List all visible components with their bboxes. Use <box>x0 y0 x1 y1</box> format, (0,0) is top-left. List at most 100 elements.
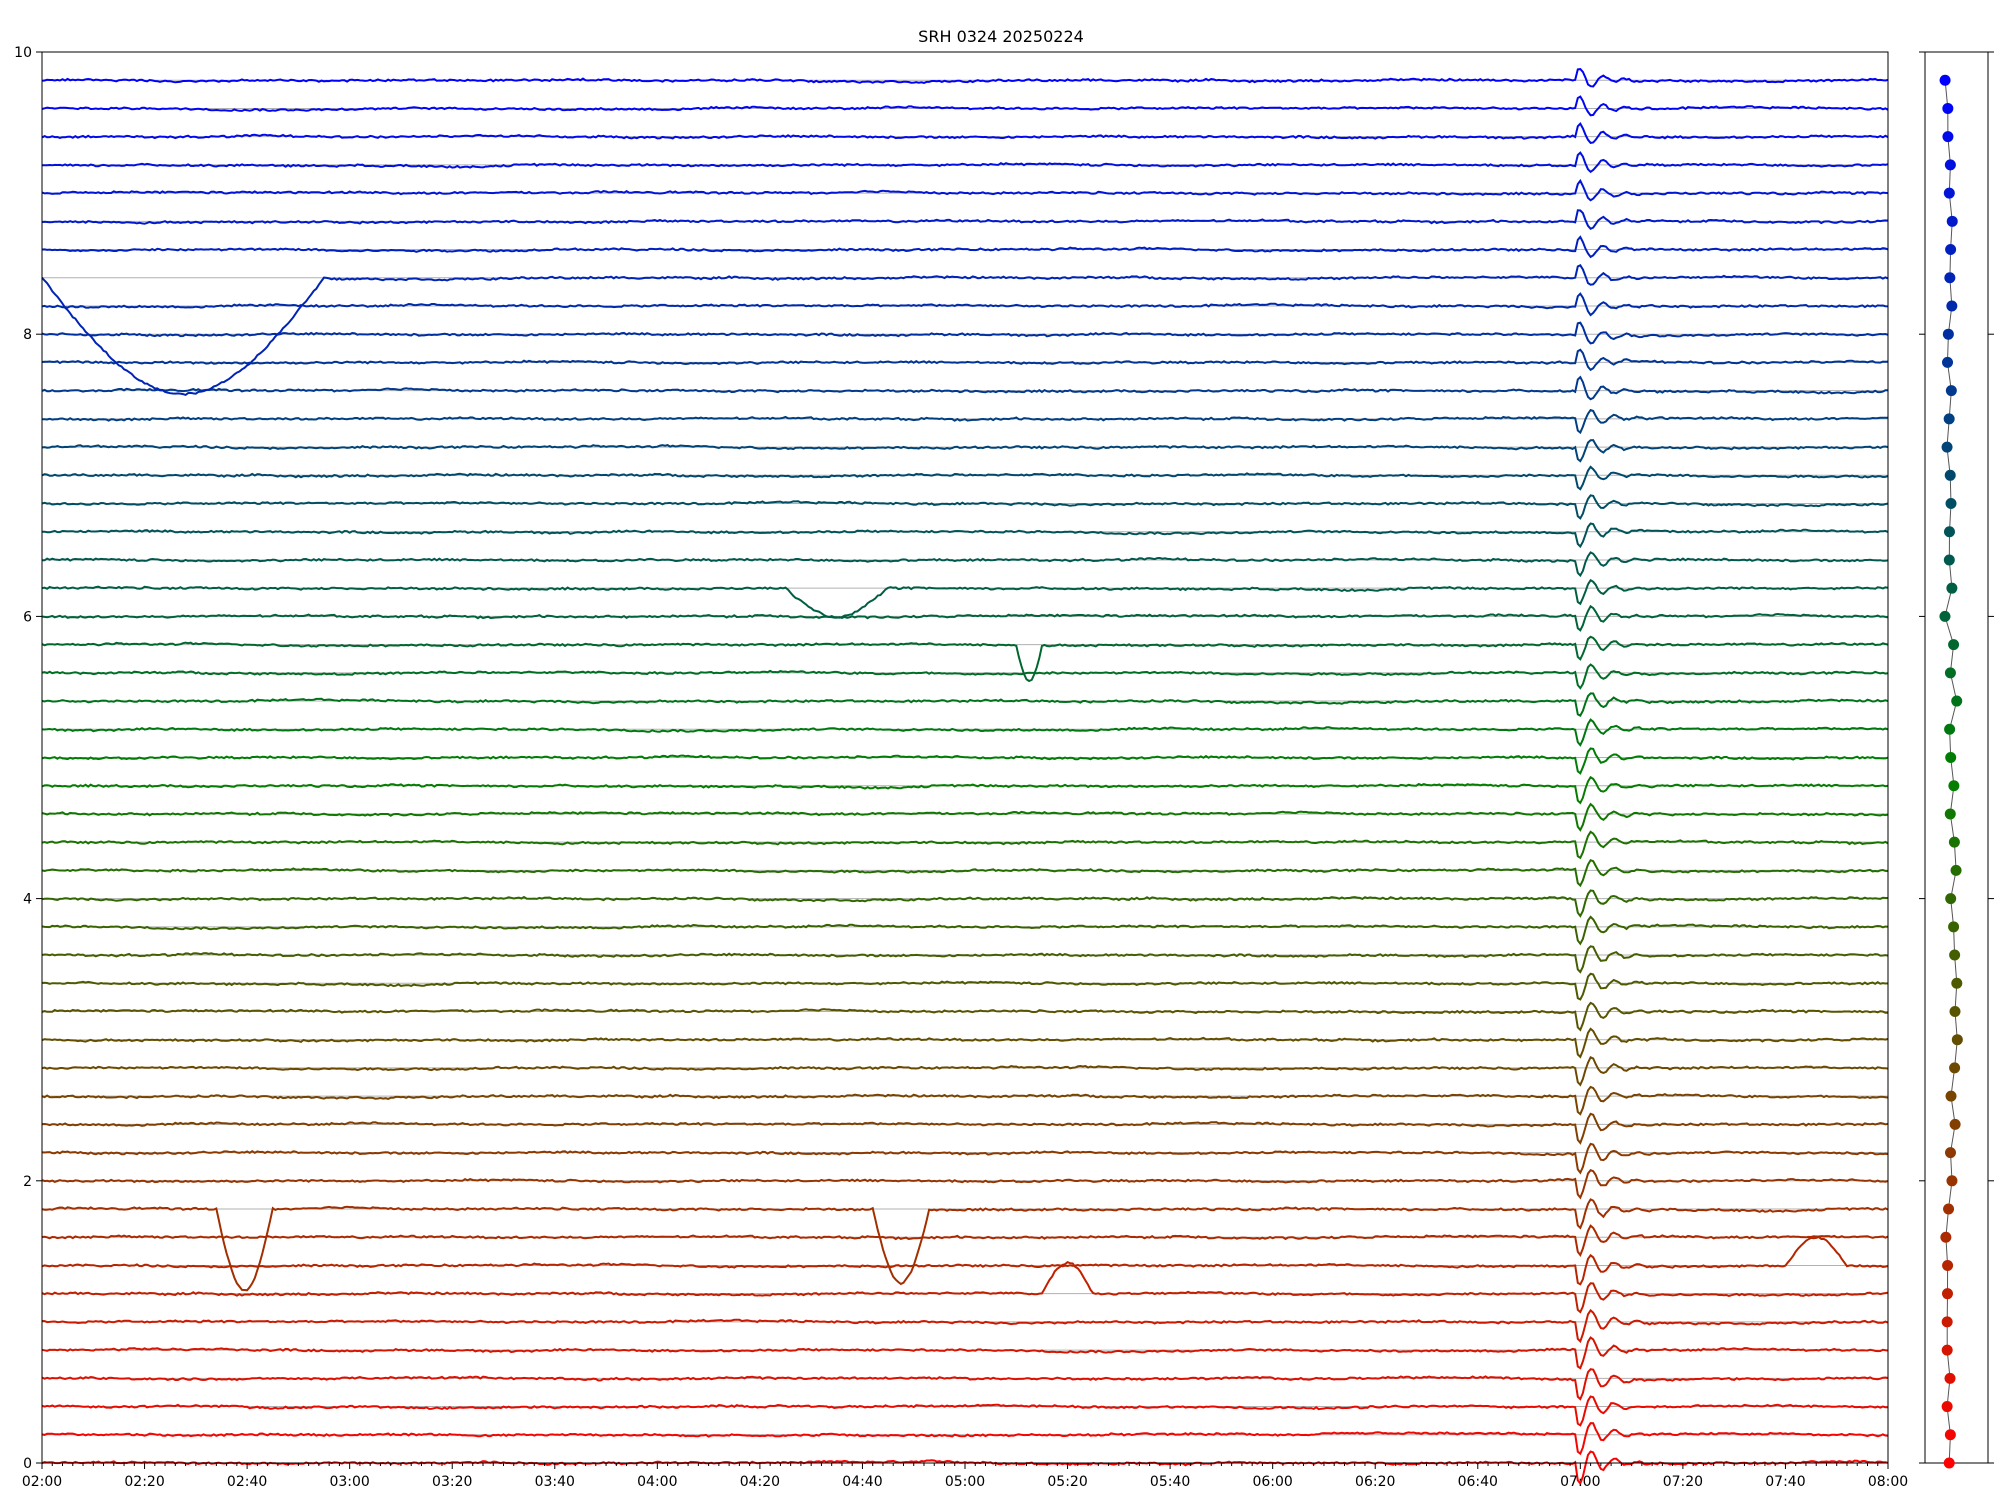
trace-line <box>42 551 1889 578</box>
x-tick-label: 04:40 <box>842 1474 882 1490</box>
x-tick-label: 02:40 <box>227 1474 267 1490</box>
side-marker <box>1942 356 1954 368</box>
trace-line <box>41 1001 1889 1032</box>
y-tick-label: 6 <box>23 609 32 625</box>
side-marker <box>1940 1231 1952 1243</box>
x-tick-label: 04:00 <box>637 1474 677 1490</box>
side-marker <box>1946 1175 1958 1187</box>
side-marker <box>1946 582 1958 594</box>
trace-line <box>41 1308 1889 1344</box>
x-tick-label: 05:20 <box>1047 1474 1087 1490</box>
x-tick-label: 03:20 <box>432 1474 472 1490</box>
trace-line <box>41 1261 1889 1314</box>
side-marker <box>1944 723 1956 735</box>
trace-line <box>41 692 1889 717</box>
trace-line <box>41 604 1889 632</box>
x-tick-label: 07:40 <box>1765 1474 1805 1490</box>
x-tick-label: 07:20 <box>1663 1474 1703 1490</box>
x-tick-label: 03:40 <box>535 1474 575 1490</box>
x-tick-label: 02:00 <box>22 1474 62 1490</box>
side-marker <box>1948 639 1960 651</box>
side-marker <box>1944 272 1956 284</box>
x-tick-label: 05:40 <box>1150 1474 1190 1490</box>
trace-line <box>41 178 1889 202</box>
side-marker <box>1944 1147 1956 1159</box>
main-plot-area: 0 2 4 6 8 10 02:00 02:20 02:40 03:00 03:20 03:40 04:… <box>14 45 1908 1490</box>
side-marker <box>1945 498 1957 510</box>
trace-line <box>41 122 1889 144</box>
trace-line <box>41 465 1889 491</box>
trace-line <box>41 209 1889 231</box>
y-tick-label: 8 <box>23 327 32 343</box>
side-marker <box>1944 159 1956 171</box>
trace-line <box>41 663 1889 690</box>
side-marker <box>1943 187 1955 199</box>
side-marker <box>1944 1372 1956 1384</box>
side-marker <box>1941 1316 1953 1328</box>
side-marker <box>1941 1401 1953 1413</box>
side-marker <box>1944 1429 1956 1441</box>
trace-line <box>41 95 1889 117</box>
side-marker <box>1943 554 1955 566</box>
x-tick-label: 06:20 <box>1355 1474 1395 1490</box>
side-marker <box>1944 808 1956 820</box>
side-marker-panel <box>1919 51 1994 1469</box>
x-tick-label: 06:00 <box>1252 1474 1292 1490</box>
trace-line <box>41 1085 1889 1116</box>
trace-line <box>41 915 1889 946</box>
trace-line <box>41 1224 1889 1257</box>
side-marker <box>1945 1090 1957 1102</box>
side-marker <box>1945 385 1957 397</box>
side-marker <box>1949 1118 1961 1130</box>
side-marker <box>1948 921 1960 933</box>
y-tick-label: 2 <box>23 1174 32 1190</box>
trace-line <box>41 375 1889 401</box>
side-marker <box>1939 610 1951 622</box>
trace-line <box>41 264 1889 397</box>
side-marker <box>1944 469 1956 481</box>
side-marker <box>1943 413 1955 425</box>
side-marker <box>1943 526 1955 538</box>
side-frame <box>1924 51 1989 1464</box>
side-marker <box>1945 752 1957 763</box>
side-marker <box>1951 695 1963 707</box>
x-tick-label: 02:20 <box>124 1474 164 1490</box>
trace-line <box>41 439 1889 463</box>
side-marker <box>1951 977 1963 989</box>
trace-line <box>41 1235 1889 1286</box>
side-marker <box>1941 1288 1953 1300</box>
side-marker <box>1943 1203 1955 1215</box>
side-marker <box>1945 893 1957 905</box>
trace-line <box>41 1368 1889 1401</box>
side-marker <box>1942 328 1954 340</box>
trace-line <box>41 235 1889 259</box>
x-tick-label: 07:00 <box>1560 1474 1600 1490</box>
trace-line <box>41 321 1889 345</box>
side-marker <box>1941 441 1953 453</box>
trace-line <box>41 292 1889 317</box>
side-marker <box>1951 1034 1963 1046</box>
trace-line <box>41 718 1889 747</box>
side-marker <box>1944 667 1956 679</box>
trace-line <box>41 775 1889 805</box>
trace-line <box>42 151 1889 174</box>
trace-line <box>41 1112 1889 1145</box>
side-marker <box>1943 1457 1955 1469</box>
side-marker <box>1950 864 1962 876</box>
trace-line <box>41 1027 1889 1059</box>
side-marker <box>1949 949 1961 961</box>
trace-line <box>41 1336 1889 1370</box>
side-marker <box>1946 215 1958 227</box>
side-marker <box>1942 102 1954 114</box>
trace-line <box>41 494 1889 520</box>
side-marker <box>1946 300 1958 312</box>
trace-line <box>41 802 1889 832</box>
side-marker <box>1949 1005 1961 1017</box>
side-marker <box>1948 780 1960 792</box>
y-tick-label: 10 <box>14 45 32 61</box>
side-marker <box>1948 836 1960 848</box>
trace-line <box>41 522 1889 549</box>
trace-line <box>42 408 1889 435</box>
